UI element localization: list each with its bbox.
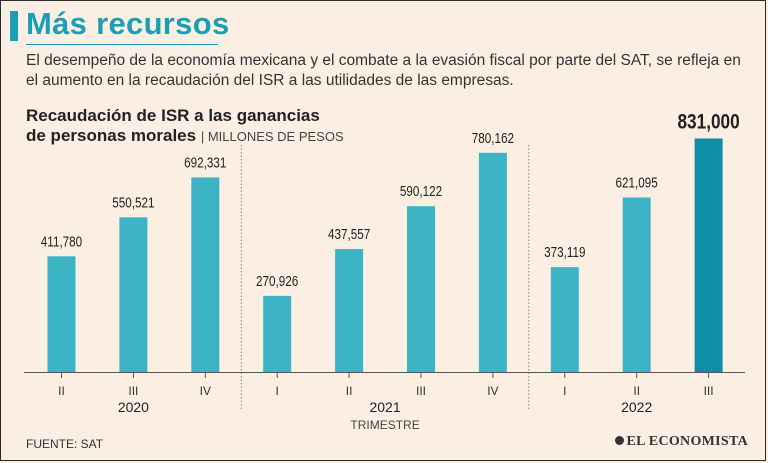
bar <box>694 138 723 372</box>
data-label: 692,331 <box>184 154 226 171</box>
data-label: 590,122 <box>400 183 442 200</box>
tick-label: I <box>276 384 279 398</box>
data-label: 270,926 <box>256 272 298 289</box>
data-label: 373,119 <box>544 244 585 261</box>
data-label: 621,095 <box>616 174 658 191</box>
chart-title-line2: de personas morales <box>26 126 197 145</box>
bar <box>47 256 76 372</box>
data-label: 411,780 <box>41 233 82 250</box>
year-label: 2022 <box>621 399 652 415</box>
tick-label: II <box>58 384 65 398</box>
tick-label: I <box>563 384 566 398</box>
title-accent-bar <box>10 11 18 41</box>
bar <box>550 267 579 372</box>
source-note: FUENTE: SAT <box>26 437 104 451</box>
tick-label: III <box>128 384 138 398</box>
bar <box>119 217 148 372</box>
brand-dot-icon <box>614 436 624 445</box>
x-axis-title: TRIMESTRE <box>350 418 419 432</box>
chart-unit-wrap: | MILLONES DE PESOS <box>200 129 344 144</box>
brand-logo: EL ECONOMISTA <box>614 434 749 450</box>
bar <box>407 206 435 372</box>
page-title: Más recursos <box>26 6 230 41</box>
chart-unit: MILLONES DE PESOS <box>207 129 344 144</box>
title-underline <box>26 44 218 45</box>
bar <box>191 177 220 372</box>
chart-title-line1: Recaudación de ISR a las ganancias <box>26 106 320 125</box>
chart-title-line2-wrap: de personas morales | MILLONES DE PESOS <box>26 126 344 147</box>
bar <box>263 295 292 372</box>
data-label: 780,162 <box>472 129 514 146</box>
data-label: 831,000 <box>678 111 740 134</box>
tick-label: II <box>346 384 353 398</box>
brand-name: EL ECONOMISTA <box>626 434 748 449</box>
bar <box>478 152 507 372</box>
tick-label: III <box>704 384 714 398</box>
bar <box>622 197 651 372</box>
tick-label: IV <box>200 384 211 398</box>
data-label: 550,521 <box>112 194 154 211</box>
tick-label: II <box>633 384 640 398</box>
description: El desempeño de la economía mexicana y e… <box>26 52 741 89</box>
bar <box>335 249 364 372</box>
tick-label: III <box>416 384 426 398</box>
year-label: 2021 <box>369 399 400 415</box>
tick-label: IV <box>487 384 498 398</box>
data-label: 437,557 <box>328 226 370 243</box>
year-label: 2020 <box>118 399 149 415</box>
chart-title: Recaudación de ISR a las ganancias de pe… <box>26 106 344 147</box>
